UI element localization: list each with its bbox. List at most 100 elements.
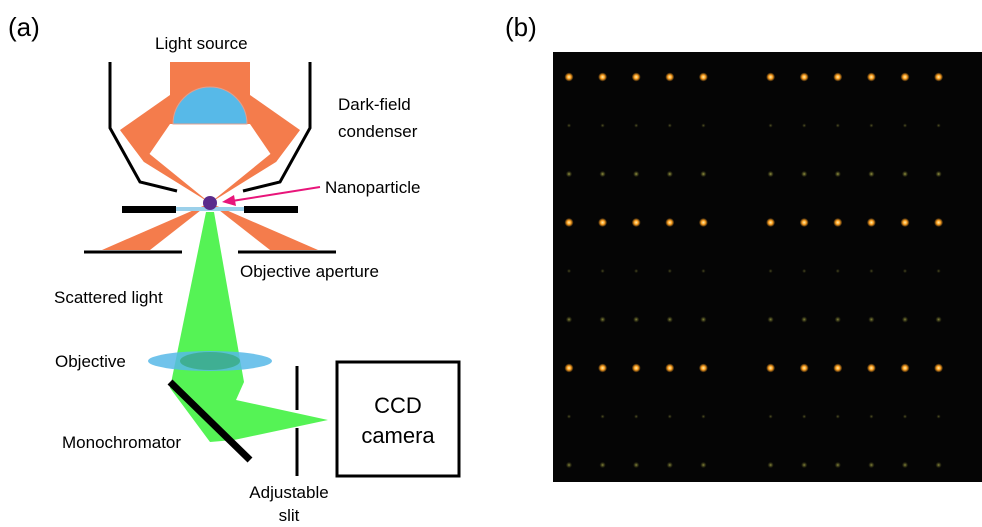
nanoparticle-dot bbox=[566, 268, 572, 274]
nanoparticle-dot bbox=[868, 170, 875, 178]
nanoparticle-dot bbox=[598, 72, 608, 82]
nanoparticle-dot bbox=[936, 268, 941, 274]
nanoparticle-dot bbox=[866, 363, 876, 373]
light-source-lens bbox=[172, 86, 248, 125]
nanoparticle-dot bbox=[564, 363, 574, 373]
nanoparticle-dot bbox=[633, 316, 640, 323]
nanoparticle-dot bbox=[698, 72, 708, 82]
monochromator-mirror bbox=[167, 379, 253, 463]
nanoparticle-dot bbox=[834, 170, 841, 178]
nanoparticle-dot bbox=[667, 268, 672, 274]
nanoparticle-dot bbox=[935, 170, 942, 178]
nanoparticle-dot bbox=[869, 268, 874, 274]
nanoparticle-dot bbox=[631, 363, 641, 373]
condenser-outline bbox=[108, 62, 312, 193]
nanoparticle-arrow bbox=[222, 186, 321, 206]
nanoparticle-dot bbox=[598, 218, 608, 227]
nanoparticle-dot bbox=[835, 414, 840, 419]
nanoparticle-dot bbox=[802, 268, 807, 274]
nanoparticle-dot bbox=[767, 316, 774, 323]
nanoparticle-dot bbox=[866, 72, 876, 82]
nanoparticle-dot bbox=[564, 218, 574, 227]
nanoparticle-dot bbox=[900, 72, 910, 82]
scattered-light-beam bbox=[170, 212, 328, 442]
nanoparticle-dot bbox=[900, 363, 910, 373]
nanoparticle-dot bbox=[666, 316, 673, 323]
nanoparticle-dot bbox=[801, 461, 808, 469]
objective-label: Objective bbox=[55, 352, 126, 371]
nanoparticle-dot bbox=[768, 123, 773, 128]
monochromator-label: Monochromator bbox=[62, 433, 181, 452]
nanoparticle-dot bbox=[934, 363, 944, 373]
nanoparticle-dot bbox=[698, 363, 708, 373]
nanoparticle-dot bbox=[834, 316, 841, 323]
darkfield-image bbox=[553, 52, 982, 482]
panel-a-tag: (a) bbox=[8, 12, 40, 42]
nanoparticle-dot bbox=[666, 461, 673, 469]
nanoparticle-dot bbox=[600, 268, 605, 274]
nanoparticle-dot bbox=[564, 72, 574, 82]
ccd-label-line2: camera bbox=[361, 423, 435, 448]
stage-bar-left bbox=[122, 206, 176, 213]
nanoparticle-dot bbox=[801, 170, 808, 178]
nanoparticle-dot bbox=[835, 123, 840, 128]
nanoparticle-dot bbox=[701, 268, 706, 274]
nanoparticle-dot bbox=[599, 170, 606, 178]
slit-label-line1: Adjustable bbox=[249, 483, 328, 502]
nanoparticle-dot bbox=[631, 72, 641, 82]
nanoparticle-dot bbox=[901, 316, 909, 323]
nanoparticle-dot bbox=[902, 268, 908, 274]
nanoparticle-dot bbox=[869, 123, 874, 128]
nanoparticle-dot bbox=[866, 218, 876, 227]
nanoparticle-dot bbox=[902, 123, 908, 128]
nanoparticle-dot bbox=[599, 316, 606, 323]
nanoparticle-dot bbox=[634, 123, 639, 128]
ccd-camera-box bbox=[335, 360, 461, 478]
nanoparticle-dot bbox=[869, 414, 874, 419]
objective-lens-overlap bbox=[180, 352, 240, 370]
nanoparticle-dot bbox=[868, 316, 875, 323]
nanoparticle-dot bbox=[833, 218, 843, 227]
nanoparticle-dot bbox=[766, 218, 776, 227]
nanoparticle-dot bbox=[934, 218, 944, 227]
panel-b-tag: (b) bbox=[505, 12, 537, 42]
condenser-label-line2: condenser bbox=[338, 122, 418, 141]
nanoparticle-dot bbox=[766, 72, 776, 82]
nanoparticle bbox=[203, 196, 217, 210]
nanoparticle-dot bbox=[900, 218, 910, 227]
nanoparticle-dot bbox=[767, 170, 774, 178]
nanoparticle-dot bbox=[768, 268, 773, 274]
illumination-cone-right bbox=[210, 130, 300, 203]
condenser-wall-left bbox=[108, 62, 178, 193]
panel-a: (a) bbox=[8, 12, 461, 525]
nanoparticle-dot bbox=[935, 461, 942, 469]
nanoparticle-dot bbox=[834, 461, 841, 469]
nanoparticle-dot bbox=[698, 218, 708, 227]
nanoparticle-dot bbox=[767, 461, 774, 469]
illumination-cone-right-lower bbox=[210, 203, 318, 250]
nanoparticle-dot bbox=[565, 316, 573, 323]
nanoparticle-dot bbox=[801, 316, 808, 323]
nanoparticle-dot bbox=[631, 218, 641, 227]
ccd-label-line1: CCD bbox=[374, 393, 422, 418]
nanoparticle-dot bbox=[666, 170, 673, 178]
nanoparticle-dot bbox=[833, 72, 843, 82]
nanoparticle-dot bbox=[868, 461, 875, 469]
nanoparticle-dot bbox=[566, 414, 572, 419]
nanoparticle-dot bbox=[633, 170, 640, 178]
nanoparticle-dot bbox=[665, 72, 675, 82]
nanoparticle-dot bbox=[835, 268, 840, 274]
nanoparticle-dot bbox=[701, 123, 706, 128]
nanoparticle-dot bbox=[665, 218, 675, 227]
nanoparticle-dot bbox=[766, 363, 776, 373]
nanoparticle-dot bbox=[600, 414, 605, 419]
nanoparticle-dot bbox=[634, 414, 639, 419]
nanoparticle-dot bbox=[833, 363, 843, 373]
nanoparticle-dot bbox=[799, 72, 809, 82]
nanoparticle-dot bbox=[598, 363, 608, 373]
nanoparticle-dot bbox=[599, 461, 606, 469]
nanoparticle-label: Nanoparticle bbox=[325, 178, 420, 197]
nanoparticle-dot bbox=[802, 123, 807, 128]
nanoparticle-dot bbox=[565, 461, 573, 469]
